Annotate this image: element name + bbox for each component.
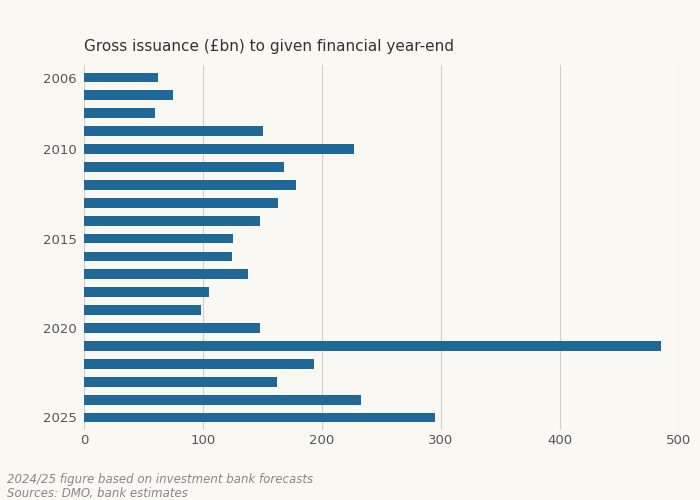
Text: Gross issuance (£bn) to given financial year-end: Gross issuance (£bn) to given financial … bbox=[84, 39, 454, 54]
Bar bbox=[84, 108, 155, 118]
Bar bbox=[84, 412, 435, 422]
Bar bbox=[84, 288, 209, 297]
Text: 2024/25 figure based on investment bank forecasts: 2024/25 figure based on investment bank … bbox=[7, 472, 313, 486]
Bar bbox=[84, 252, 232, 262]
Bar bbox=[84, 341, 661, 351]
Bar bbox=[84, 394, 361, 404]
Bar bbox=[84, 377, 276, 386]
Text: Sources: DMO, bank estimates: Sources: DMO, bank estimates bbox=[7, 488, 188, 500]
Bar bbox=[84, 180, 296, 190]
Bar bbox=[84, 234, 232, 243]
Bar bbox=[84, 216, 260, 226]
Bar bbox=[84, 270, 248, 280]
Bar bbox=[84, 90, 174, 101]
Bar bbox=[84, 126, 262, 136]
Bar bbox=[84, 305, 201, 315]
Bar bbox=[84, 198, 278, 207]
Bar bbox=[84, 323, 260, 333]
Bar bbox=[84, 72, 158, 83]
Bar bbox=[84, 359, 314, 368]
Bar bbox=[84, 162, 284, 172]
Bar bbox=[84, 144, 354, 154]
